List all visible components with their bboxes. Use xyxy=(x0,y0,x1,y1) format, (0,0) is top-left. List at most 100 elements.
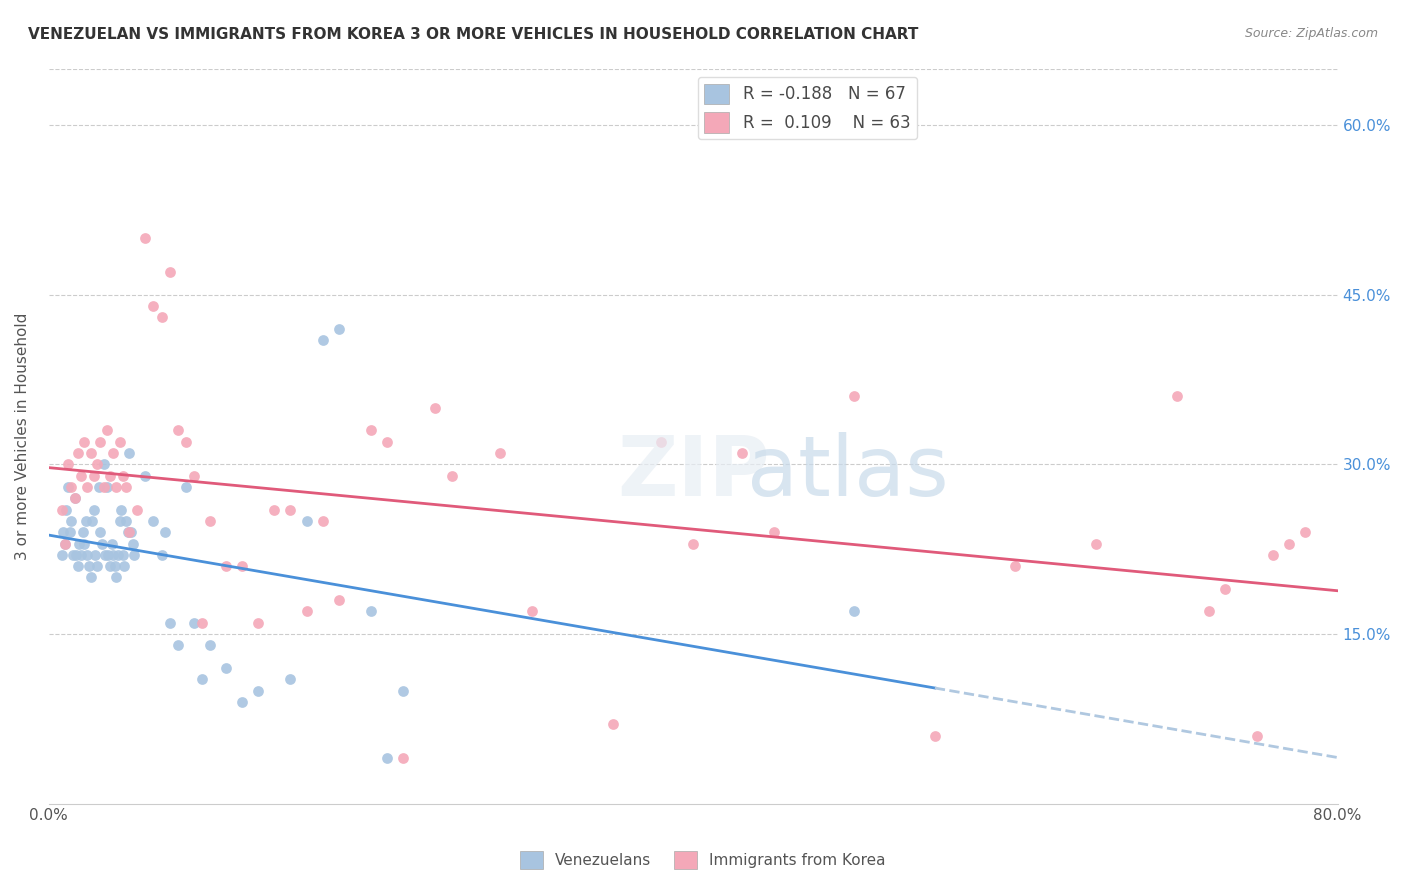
Point xyxy=(489,446,512,460)
Point xyxy=(53,536,76,550)
Point xyxy=(392,751,415,765)
Point xyxy=(76,548,98,562)
Point xyxy=(602,717,624,731)
Point xyxy=(93,458,115,472)
Point xyxy=(174,434,197,449)
Text: VENEZUELAN VS IMMIGRANTS FROM KOREA 3 OR MORE VEHICLES IN HOUSEHOLD CORRELATION : VENEZUELAN VS IMMIGRANTS FROM KOREA 3 OR… xyxy=(28,27,918,42)
Point xyxy=(150,310,173,325)
Legend: R = -0.188   N = 67, R =  0.109    N = 63: R = -0.188 N = 67, R = 0.109 N = 63 xyxy=(697,77,917,139)
Point xyxy=(215,661,238,675)
Point xyxy=(730,446,752,460)
Point xyxy=(1246,729,1268,743)
Point xyxy=(134,231,156,245)
Point xyxy=(150,548,173,562)
Point xyxy=(90,536,112,550)
Point xyxy=(520,604,543,618)
Point xyxy=(55,502,77,516)
Point xyxy=(108,514,131,528)
Point xyxy=(215,559,238,574)
Point xyxy=(159,265,181,279)
Point xyxy=(295,514,318,528)
Point xyxy=(56,458,79,472)
Point xyxy=(66,446,89,460)
Point xyxy=(56,480,79,494)
Point xyxy=(66,559,89,574)
Point xyxy=(84,548,107,562)
Point xyxy=(134,468,156,483)
Point xyxy=(122,548,145,562)
Point xyxy=(104,559,127,574)
Text: ZIP: ZIP xyxy=(617,433,769,513)
Point xyxy=(263,502,285,516)
Point xyxy=(166,424,188,438)
Point xyxy=(198,638,221,652)
Point xyxy=(89,434,111,449)
Point xyxy=(111,548,134,562)
Point xyxy=(142,299,165,313)
Point xyxy=(280,672,302,686)
Point xyxy=(111,468,134,483)
Point xyxy=(107,548,129,562)
Point xyxy=(114,559,136,574)
Point xyxy=(105,480,128,494)
Point xyxy=(247,615,270,630)
Point xyxy=(118,525,141,540)
Point xyxy=(83,502,105,516)
Point xyxy=(76,480,98,494)
Point xyxy=(110,502,132,516)
Y-axis label: 3 or more Vehicles in Household: 3 or more Vehicles in Household xyxy=(15,312,30,560)
Point xyxy=(86,559,108,574)
Point xyxy=(117,525,139,540)
Point xyxy=(142,514,165,528)
Point xyxy=(650,434,672,449)
Point xyxy=(115,480,138,494)
Point xyxy=(70,548,93,562)
Point xyxy=(191,615,214,630)
Point xyxy=(79,570,101,584)
Point xyxy=(375,434,398,449)
Point xyxy=(52,525,75,540)
Point xyxy=(1166,389,1188,403)
Point xyxy=(60,480,83,494)
Point xyxy=(103,548,125,562)
Point xyxy=(97,548,120,562)
Point xyxy=(174,480,197,494)
Point xyxy=(96,424,118,438)
Point xyxy=(280,502,302,516)
Point xyxy=(231,695,253,709)
Point xyxy=(360,424,382,438)
Point xyxy=(79,446,101,460)
Point xyxy=(115,514,138,528)
Point xyxy=(82,514,104,528)
Point xyxy=(94,548,117,562)
Point xyxy=(72,525,94,540)
Point xyxy=(51,502,73,516)
Point xyxy=(89,525,111,540)
Point xyxy=(70,468,93,483)
Point xyxy=(98,468,121,483)
Point xyxy=(311,333,333,347)
Point xyxy=(121,536,143,550)
Point xyxy=(1213,582,1236,596)
Point xyxy=(183,468,205,483)
Point xyxy=(924,729,946,743)
Point xyxy=(1084,536,1107,550)
Point xyxy=(87,480,110,494)
Point xyxy=(183,615,205,630)
Point xyxy=(311,514,333,528)
Text: atlas: atlas xyxy=(747,433,949,513)
Point xyxy=(98,559,121,574)
Point xyxy=(65,548,87,562)
Point xyxy=(198,514,221,528)
Point xyxy=(127,502,149,516)
Point xyxy=(392,683,415,698)
Point xyxy=(118,446,141,460)
Point xyxy=(75,514,97,528)
Point xyxy=(93,480,115,494)
Point xyxy=(1294,525,1316,540)
Legend: Venezuelans, Immigrants from Korea: Venezuelans, Immigrants from Korea xyxy=(515,845,891,875)
Point xyxy=(153,525,176,540)
Point xyxy=(328,321,350,335)
Point xyxy=(328,593,350,607)
Point xyxy=(375,751,398,765)
